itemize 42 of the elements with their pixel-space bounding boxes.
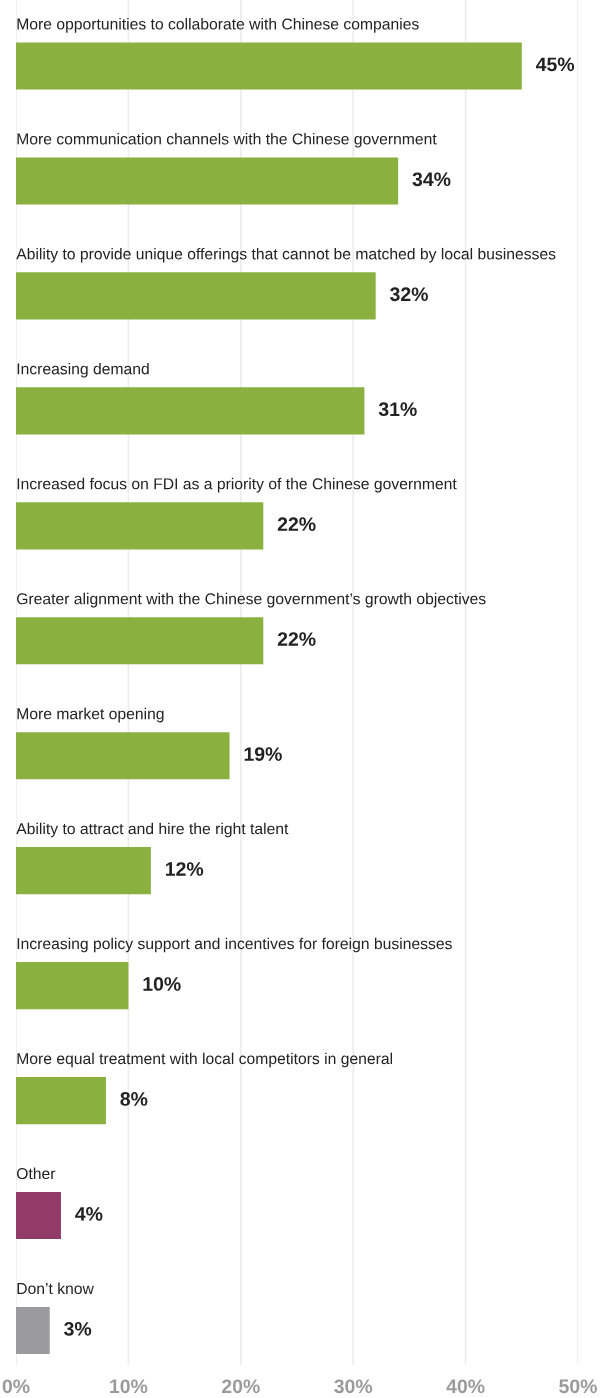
y-tick-label: More communication channels with the Chinese government [17, 132, 437, 148]
x-tick-label: 20% [222, 1379, 260, 1394]
bar [16, 157, 399, 205]
data-label: 32% [390, 287, 428, 302]
y-tick-label: Ability to attract and hire the right talent [16, 822, 289, 838]
data-label: 34% [412, 172, 451, 187]
data-label: 19% [244, 747, 282, 761]
y-tick-label: Increased focus on FDI as a priority of the Chinese government [17, 477, 457, 493]
y-tick-label: Increasing demand [17, 362, 149, 378]
data-label: 4% [75, 1207, 103, 1221]
bar [16, 387, 365, 435]
data-label: 22% [277, 517, 316, 531]
y-tick-label: Ability to provide unique offerings that cannot be matched by local businesses [16, 247, 556, 263]
y-tick-label: More equal treatment with local competitors in general [17, 1052, 393, 1068]
data-label: 10% [143, 977, 181, 991]
bar [16, 502, 264, 550]
bar [16, 847, 151, 895]
data-label: 3% [64, 1321, 92, 1336]
bar [16, 732, 230, 780]
bar [16, 272, 376, 320]
x-tick-label: 10% [110, 1379, 148, 1394]
x-tick-label: 50% [559, 1379, 597, 1394]
bar [16, 42, 522, 90]
x-tick-label: 30% [334, 1379, 373, 1394]
y-tick-label: Greater alignment with the Chinese government’s growth objectives [17, 592, 486, 608]
bar [16, 1306, 50, 1355]
y-tick-label: More opportunities to collaborate with Chinese companies [17, 18, 419, 33]
data-label: 45% [535, 57, 575, 72]
bar [16, 1191, 61, 1240]
y-tick-label: More market opening [17, 707, 164, 723]
bar [16, 1077, 106, 1125]
y-tick-label: Other [16, 1167, 56, 1180]
data-label: 8% [120, 1092, 148, 1106]
data-label: 12% [165, 862, 204, 876]
y-tick-label: Don’t know [17, 1282, 94, 1295]
data-label: 31% [378, 402, 417, 417]
bar [16, 617, 264, 665]
bar [16, 962, 129, 1010]
data-label: 22% [277, 632, 316, 646]
y-tick-label: Increasing policy support and incentives for foreign businesses [17, 937, 452, 953]
x-tick-label: 40% [446, 1379, 485, 1394]
x-tick-label: 0% [2, 1379, 30, 1394]
